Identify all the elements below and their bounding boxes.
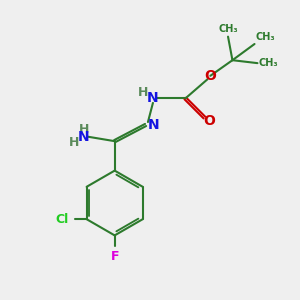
Text: N: N bbox=[147, 92, 159, 106]
Text: H: H bbox=[69, 136, 79, 148]
Text: F: F bbox=[110, 250, 119, 263]
Text: H: H bbox=[137, 86, 148, 99]
Text: O: O bbox=[204, 69, 216, 83]
Text: O: O bbox=[203, 114, 215, 128]
Text: N: N bbox=[78, 130, 90, 144]
Text: CH₃: CH₃ bbox=[259, 58, 279, 68]
Text: CH₃: CH₃ bbox=[256, 32, 276, 42]
Text: CH₃: CH₃ bbox=[218, 24, 238, 34]
Text: H: H bbox=[79, 123, 89, 136]
Text: N: N bbox=[148, 118, 160, 132]
Text: Cl: Cl bbox=[56, 213, 69, 226]
